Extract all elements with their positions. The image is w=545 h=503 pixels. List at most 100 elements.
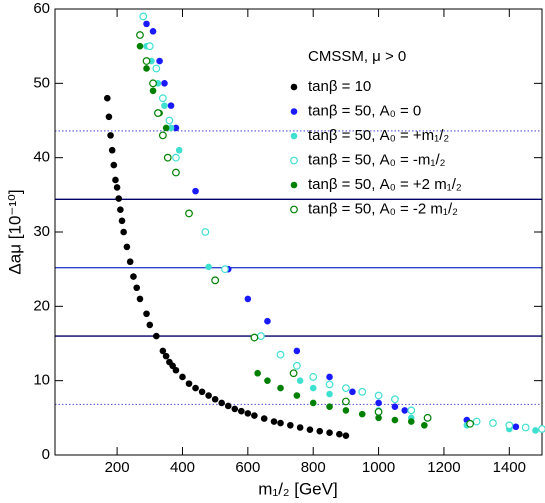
data-point	[342, 432, 350, 439]
data-point	[205, 263, 212, 271]
legend-label: tanβ = 50, A₀ = -m₁/₂	[308, 151, 446, 168]
data-point	[538, 425, 545, 433]
data-point	[120, 228, 127, 236]
data-point	[211, 395, 219, 403]
legend-title: CMSSM, μ > 0	[308, 48, 406, 65]
data-point	[391, 395, 399, 404]
data-point	[146, 321, 154, 329]
data-point	[342, 407, 350, 414]
y-tick-label: 40	[33, 149, 50, 166]
data-point	[521, 423, 530, 432]
legend-marker	[290, 156, 298, 165]
data-point	[149, 87, 157, 95]
data-point	[221, 265, 229, 274]
data-point	[211, 276, 220, 285]
data-point	[325, 380, 334, 389]
data-point	[326, 373, 333, 381]
data-point	[270, 418, 278, 425]
data-point	[309, 373, 318, 381]
legend-marker	[290, 181, 298, 189]
data-point	[257, 332, 265, 340]
x-tick-label: 400	[170, 459, 195, 476]
data-point	[374, 407, 383, 416]
data-point	[326, 403, 333, 410]
x-axis-label: m₁/₂ [GeV]	[258, 479, 337, 498]
data-point	[316, 427, 324, 435]
data-point	[201, 228, 210, 236]
data-point	[149, 79, 157, 88]
data-point	[374, 391, 383, 400]
data-point	[423, 413, 432, 422]
data-point	[326, 390, 333, 398]
data-point	[231, 405, 239, 413]
data-point	[172, 153, 180, 162]
data-point	[112, 176, 119, 184]
data-point	[118, 217, 126, 225]
data-point	[250, 333, 259, 342]
data-point	[375, 414, 382, 422]
data-point	[110, 161, 118, 169]
y-tick-label: 10	[33, 372, 50, 389]
data-point	[136, 42, 144, 50]
data-point	[130, 273, 137, 280]
data-point	[117, 206, 124, 213]
y-tick-label: 60	[33, 0, 50, 17]
data-point	[244, 410, 252, 417]
data-point	[336, 430, 343, 438]
data-point	[341, 397, 350, 406]
data-point	[113, 184, 121, 191]
data-point	[162, 352, 170, 360]
data-point	[136, 295, 144, 303]
data-point	[224, 402, 232, 410]
data-point	[133, 284, 141, 292]
data-point	[277, 419, 284, 427]
data-point	[167, 102, 175, 109]
data-point	[172, 366, 180, 374]
data-point	[143, 65, 150, 72]
data-point	[326, 429, 333, 437]
data-point	[185, 380, 193, 387]
data-point	[158, 94, 167, 103]
data-point	[341, 384, 350, 393]
y-tick-label: 30	[33, 223, 50, 240]
data-point	[158, 131, 167, 140]
legend-marker	[290, 108, 298, 115]
data-point	[142, 57, 151, 65]
data-point	[407, 418, 415, 425]
data-point	[264, 317, 271, 325]
data-point	[293, 392, 301, 399]
data-point	[277, 384, 284, 392]
data-point	[192, 384, 199, 392]
data-point	[156, 57, 163, 65]
data-point	[296, 424, 304, 431]
y-tick-label: 50	[33, 74, 50, 91]
data-point	[149, 28, 157, 35]
y-tick-label: 20	[33, 297, 50, 314]
data-point	[108, 146, 116, 154]
data-point	[163, 153, 172, 162]
data-point	[172, 168, 180, 177]
data-point	[162, 124, 170, 132]
data-point	[358, 387, 367, 396]
x-tick-label: 600	[235, 459, 260, 476]
data-point	[145, 42, 154, 51]
plot-frame	[54, 8, 543, 456]
data-point	[375, 399, 382, 407]
y-tick-label: 0	[42, 446, 50, 463]
data-point	[349, 388, 356, 396]
data-point	[260, 415, 268, 422]
data-point	[139, 12, 148, 21]
data-point	[407, 406, 416, 415]
data-point	[205, 392, 212, 399]
data-point	[512, 423, 520, 431]
data-point	[107, 132, 114, 139]
data-point	[292, 361, 301, 370]
x-tick-label: 1200	[427, 459, 460, 476]
x-tick-label: 1000	[362, 459, 395, 476]
data-point	[172, 124, 180, 132]
data-point	[296, 377, 304, 384]
data-point	[153, 332, 160, 340]
data-point	[161, 80, 168, 87]
data-point	[251, 412, 258, 419]
